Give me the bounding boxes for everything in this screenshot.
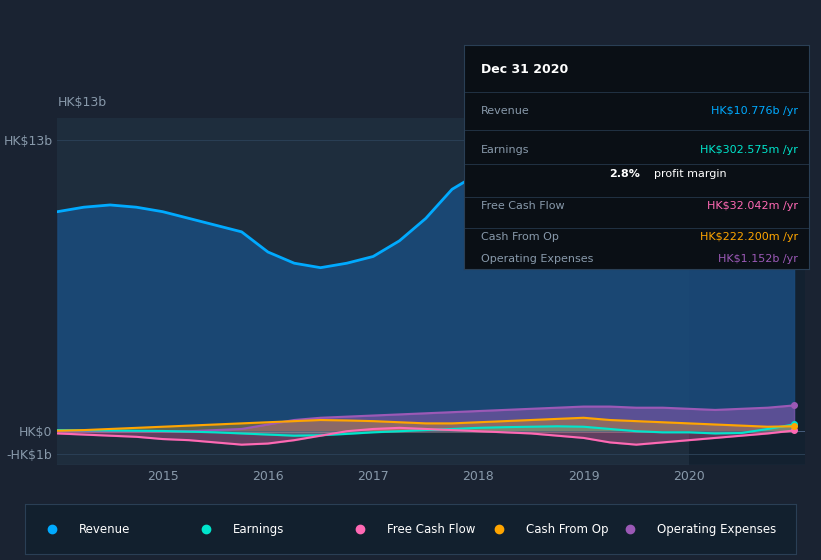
Text: Cash From Op: Cash From Op [526,522,608,536]
Bar [689,118,805,465]
Text: Earnings: Earnings [233,522,284,536]
Text: Revenue: Revenue [79,522,130,536]
Text: Earnings: Earnings [481,144,530,155]
Text: profit margin: profit margin [654,169,726,179]
Text: Free Cash Flow: Free Cash Flow [388,522,475,536]
Text: Operating Expenses: Operating Expenses [481,254,594,264]
Text: Free Cash Flow: Free Cash Flow [481,200,565,211]
Text: HK$1.152b /yr: HK$1.152b /yr [718,254,798,264]
Text: Operating Expenses: Operating Expenses [658,522,777,536]
Text: HK$302.575m /yr: HK$302.575m /yr [700,144,798,155]
Text: HK$13b: HK$13b [57,96,107,109]
Text: HK$222.200m /yr: HK$222.200m /yr [700,232,798,242]
Text: Dec 31 2020: Dec 31 2020 [481,63,568,76]
Text: Revenue: Revenue [481,106,530,116]
Text: 2.8%: 2.8% [608,169,640,179]
Text: HK$10.776b /yr: HK$10.776b /yr [711,106,798,116]
Text: HK$32.042m /yr: HK$32.042m /yr [708,200,798,211]
Text: Cash From Op: Cash From Op [481,232,559,242]
